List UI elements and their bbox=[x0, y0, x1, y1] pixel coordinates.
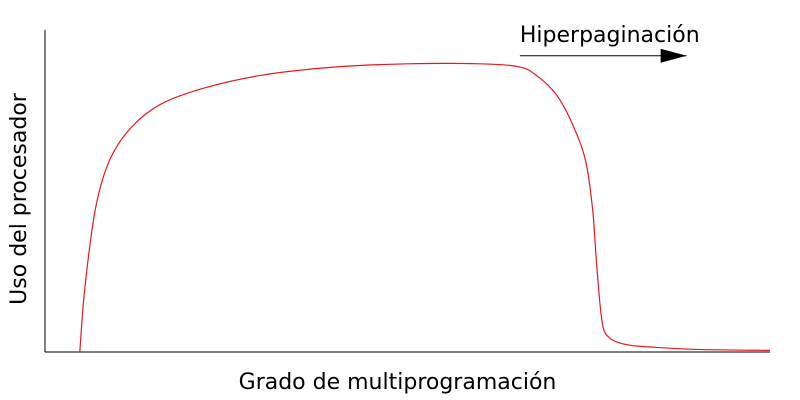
series-layer bbox=[79, 62, 771, 353]
annotation-label: Hiperpaginación bbox=[520, 23, 700, 48]
annotation-layer: Hiperpaginación bbox=[519, 23, 700, 63]
y-axis-label: Uso del procesador bbox=[7, 92, 32, 305]
x-axis-label: Grado de multiprogramación bbox=[239, 370, 557, 395]
axes bbox=[44, 30, 770, 353]
series-line-cpu-usage bbox=[79, 62, 771, 353]
